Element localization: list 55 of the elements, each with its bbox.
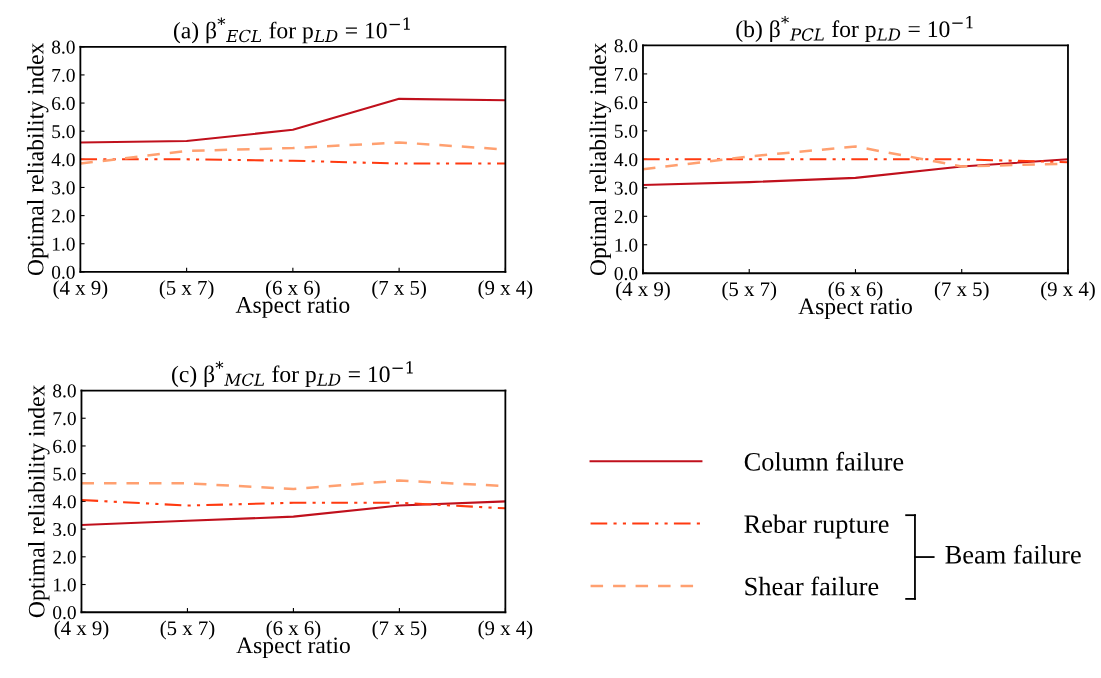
legend-label: Shear failure: [745, 576, 879, 596]
y-tick-label: 3.0: [614, 181, 638, 195]
x-tick-label: (4 x 9): [54, 620, 109, 640]
y-tick-label: 8.0: [53, 384, 76, 398]
legend-label: Column failure: [744, 451, 904, 471]
y-tick-label: 2.0: [52, 209, 75, 223]
y-tick-label: 0.0: [53, 606, 76, 620]
y-tick-label: 1.0: [54, 578, 76, 592]
y-tick-label: 2.0: [53, 550, 76, 564]
x-tick-label: (9 x 4): [478, 620, 533, 640]
y-tick-label: 2.0: [614, 210, 638, 224]
x-tick-label: (4 x 9): [616, 281, 670, 301]
y-tick-label: 5.0: [52, 125, 75, 139]
chart-title: (c) β$^{*}$$_{MCL}$ for p$_{LD}$ = 10$^{−1}$: [172, 361, 413, 388]
y-tick-label: 5.0: [614, 124, 638, 138]
y-tick-label: 1.0: [52, 237, 75, 251]
y-tick-label: 6.0: [614, 96, 638, 110]
y-tick-label: 1.0: [615, 238, 638, 252]
x-axis-title: Aspect ratio: [235, 297, 350, 318]
y-tick-label: 7.0: [52, 68, 75, 82]
y-tick-label: 8.0: [614, 39, 638, 53]
legend-label: Rebar rupture: [744, 514, 889, 539]
y-tick-label: 5.0: [53, 467, 76, 481]
line-series: [81, 498, 506, 510]
x-tick-label: (5 x 7): [160, 620, 215, 640]
y-tick-label: 6.0: [52, 96, 75, 111]
x-tick-label: (7 x 5): [372, 280, 426, 300]
y-axis-title: Optimal reliability index: [589, 42, 612, 276]
chart-title: (a) β$^{*}$$_{ECL}$ for p$_{LD}$ = 10$^{−1}$: [173, 17, 410, 44]
y-tick-label: 7.0: [53, 412, 76, 426]
y-tick-label: 0.0: [51, 265, 75, 279]
y-tick-label: 8.0: [51, 40, 75, 54]
y-tick-label: 4.0: [614, 153, 638, 167]
line-series: [642, 158, 1068, 186]
y-axis-title: Optimal reliability index: [28, 384, 50, 618]
line-series: [80, 97, 506, 144]
y-tick-label: 4.0: [52, 495, 76, 509]
x-tick-label: (7 x 5): [934, 281, 989, 301]
x-tick-label: (5 x 7): [159, 280, 214, 300]
x-tick-label: (7 x 5): [372, 620, 427, 640]
x-tick-label: (9 x 4): [478, 280, 533, 300]
y-tick-label: 3.0: [53, 522, 76, 537]
y-tick-label: 3.0: [52, 181, 75, 195]
y-tick-label: 7.0: [615, 67, 638, 81]
y-axis-title: Optimal reliability index: [26, 42, 49, 276]
y-tick-label: 0.0: [614, 267, 638, 281]
x-tick-label: (6 x 6): [266, 280, 320, 300]
y-tick-label: 4.0: [51, 153, 75, 167]
x-tick-label: (5 x 7): [722, 281, 777, 301]
text: Beam failure: [945, 544, 1081, 564]
chart-title: (b) β$^{*}$$_{PCL}$ for p$_{LD}$ = 10$^{−1}$: [736, 16, 973, 42]
x-tick-label: (4 x 9): [53, 280, 108, 300]
x-tick-label: (9 x 4): [1041, 281, 1095, 301]
line-series: [81, 500, 506, 526]
y-tick-label: 6.0: [53, 439, 76, 453]
